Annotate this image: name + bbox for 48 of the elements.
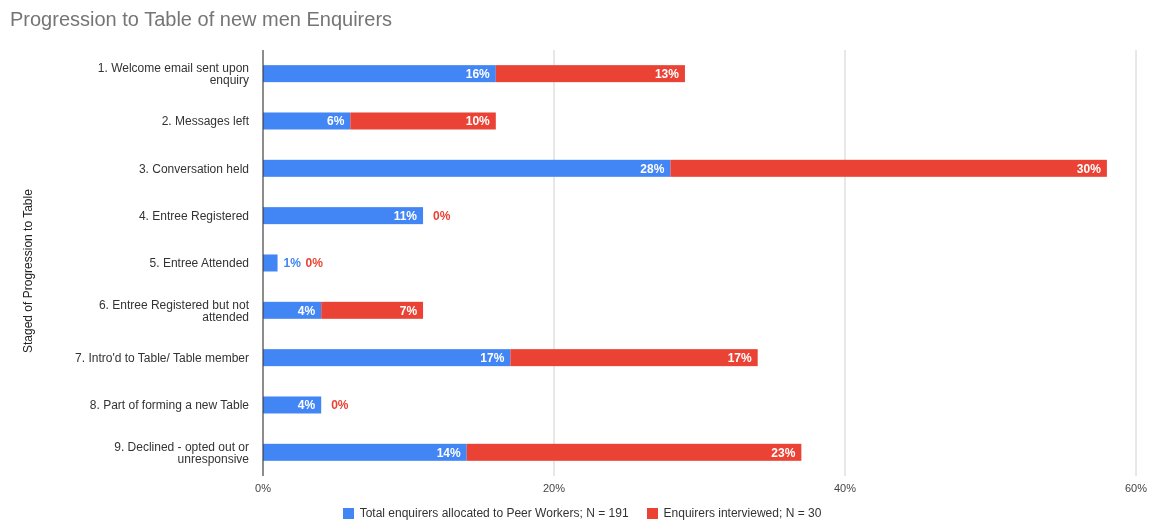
x-tick-label: 40% bbox=[833, 481, 857, 494]
bar bbox=[321, 301, 424, 319]
bar bbox=[466, 443, 802, 461]
y-axis-title: Staged of Progression to Table bbox=[21, 188, 36, 353]
data-label: 11% bbox=[393, 208, 418, 223]
data-label: 14% bbox=[436, 445, 462, 460]
y-tick-label: 6. Entree Registered but not attended bbox=[98, 297, 250, 324]
bar bbox=[670, 159, 1107, 177]
bar bbox=[263, 159, 671, 177]
bar bbox=[510, 349, 758, 367]
y-tick-label: 3. Conversation held bbox=[138, 161, 249, 176]
y-tick-label: 9. Declined - opted out or unresponsive bbox=[114, 439, 250, 466]
y-tick-label: 4. Entree Registered bbox=[138, 208, 249, 223]
y-tick-label: 8. Part of forming a new Table bbox=[89, 398, 250, 413]
data-label: 0% bbox=[305, 256, 324, 271]
bar bbox=[350, 112, 496, 130]
bar bbox=[263, 349, 511, 367]
data-label: 0% bbox=[331, 398, 349, 413]
legend-label: Total enquirers allocated to Peer Workers; N = 191 bbox=[358, 506, 629, 520]
data-label: 17% bbox=[480, 350, 505, 365]
data-label: 4% bbox=[297, 303, 316, 318]
x-tick-label: 60% bbox=[1124, 481, 1148, 494]
bar bbox=[263, 207, 424, 225]
bar bbox=[263, 65, 496, 83]
y-tick-label: 2. Messages left bbox=[161, 114, 250, 129]
y-tick-label: 1. Welcome email sent upon enquiry bbox=[97, 60, 249, 87]
chart-title: Progression to Table of new men Enquirers bbox=[10, 8, 394, 31]
data-label: 23% bbox=[771, 445, 796, 460]
legend-label: Enquirers interviewed; N = 30 bbox=[662, 506, 822, 520]
x-tick-label: 20% bbox=[542, 481, 566, 494]
data-label: 6% bbox=[326, 114, 345, 129]
data-label: 13% bbox=[654, 66, 680, 81]
data-label: 4% bbox=[297, 398, 316, 413]
y-tick-label: 7. Intro'd to Table/ Table member bbox=[75, 350, 249, 365]
data-label: 28% bbox=[640, 161, 665, 176]
bar bbox=[263, 112, 351, 130]
bar bbox=[263, 443, 467, 461]
data-label: 16% bbox=[465, 66, 491, 81]
data-label: 30% bbox=[1076, 161, 1102, 176]
data-label: 1% bbox=[283, 256, 302, 271]
data-label: 0% bbox=[433, 208, 451, 223]
x-tick-label: 0% bbox=[255, 481, 272, 494]
y-tick-label: 5. Entree Attended bbox=[149, 256, 249, 271]
data-label: 17% bbox=[727, 350, 753, 365]
data-label: 10% bbox=[465, 114, 491, 129]
bar bbox=[495, 65, 685, 83]
data-label: 7% bbox=[399, 303, 418, 318]
bar bbox=[263, 254, 278, 272]
